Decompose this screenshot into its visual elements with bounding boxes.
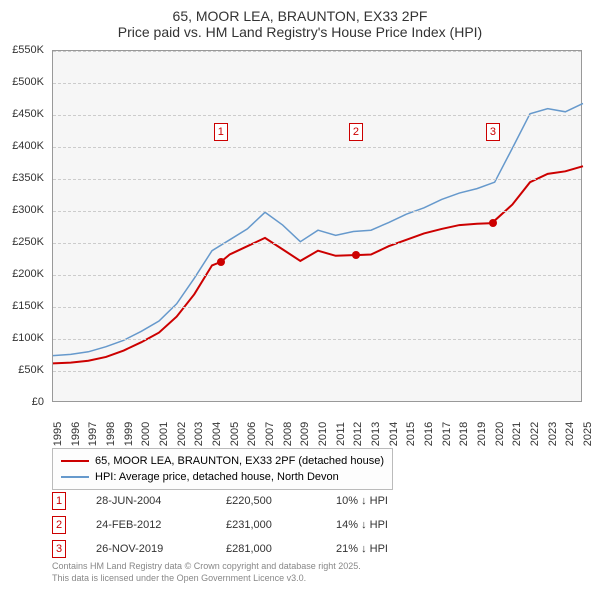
sale-number-badge: 1 <box>52 492 66 510</box>
gridline <box>53 307 581 308</box>
x-tick-label: 2010 <box>317 422 329 446</box>
x-tick-label: 2020 <box>494 422 506 446</box>
x-tick-label: 1999 <box>123 422 135 446</box>
sale-diff: 21% ↓ HPI <box>336 543 436 555</box>
plot-area: 1 2 3 <box>52 50 582 402</box>
sale-marker: 3 <box>486 123 500 141</box>
gridline <box>53 179 581 180</box>
y-tick-label: £550K <box>12 44 44 56</box>
x-axis: 1995 1996 1997 1998 1999 2000 2001 2002 2003 2004… <box>52 404 582 444</box>
attribution-line2: This data is licensed under the Open Gov… <box>52 572 361 584</box>
sale-price: £231,000 <box>226 519 306 531</box>
series-line <box>53 103 583 355</box>
x-tick-label: 1998 <box>105 422 117 446</box>
legend-item: 65, MOOR LEA, BRAUNTON, EX33 2PF (detach… <box>61 453 384 469</box>
x-tick-label: 2014 <box>388 422 400 446</box>
y-tick-label: £0 <box>32 396 44 408</box>
x-tick-label: 2018 <box>458 422 470 446</box>
sale-date: 28-JUN-2004 <box>96 495 196 507</box>
gridline <box>53 243 581 244</box>
sale-price: £281,000 <box>226 543 306 555</box>
y-tick-label: £450K <box>12 108 44 120</box>
sale-price: £220,500 <box>226 495 306 507</box>
x-tick-label: 2022 <box>529 422 541 446</box>
x-tick-label: 2011 <box>335 422 347 446</box>
x-tick-label: 2007 <box>264 422 276 446</box>
y-tick-label: £200K <box>12 268 44 280</box>
x-tick-label: 2021 <box>511 422 523 446</box>
legend-label: 65, MOOR LEA, BRAUNTON, EX33 2PF (detach… <box>95 453 384 469</box>
x-tick-label: 2000 <box>140 422 152 446</box>
legend-label: HPI: Average price, detached house, Nort… <box>95 469 339 485</box>
sale-number-badge: 2 <box>52 516 66 534</box>
sale-point <box>217 258 225 266</box>
sale-number-badge: 3 <box>52 540 66 558</box>
legend: 65, MOOR LEA, BRAUNTON, EX33 2PF (detach… <box>52 448 393 490</box>
chart-container: 65, MOOR LEA, BRAUNTON, EX33 2PF Price p… <box>0 0 600 590</box>
x-tick-label: 2017 <box>441 422 453 446</box>
sale-point <box>489 219 497 227</box>
sales-row: 2 24-FEB-2012 £231,000 14% ↓ HPI <box>52 516 436 534</box>
sale-point <box>352 251 360 259</box>
x-tick-label: 2013 <box>370 422 382 446</box>
attribution: Contains HM Land Registry data © Crown c… <box>52 560 361 584</box>
x-tick-label: 2016 <box>423 422 435 446</box>
x-tick-label: 2004 <box>211 422 223 446</box>
series-line <box>53 166 583 363</box>
x-tick-label: 2001 <box>158 422 170 446</box>
x-tick-label: 2015 <box>405 422 417 446</box>
x-tick-label: 2024 <box>564 422 576 446</box>
x-tick-label: 1997 <box>87 422 99 446</box>
x-tick-label: 2019 <box>476 422 488 446</box>
legend-swatch <box>61 460 89 462</box>
gridline <box>53 339 581 340</box>
chart-svg <box>53 51 581 401</box>
y-tick-label: £400K <box>12 140 44 152</box>
sale-diff: 10% ↓ HPI <box>336 495 436 507</box>
x-tick-label: 1995 <box>52 422 64 446</box>
gridline <box>53 275 581 276</box>
sales-table: 1 28-JUN-2004 £220,500 10% ↓ HPI 2 24-FEB-201… <box>52 492 436 564</box>
x-tick-label: 2008 <box>282 422 294 446</box>
y-tick-label: £150K <box>12 300 44 312</box>
sale-diff: 14% ↓ HPI <box>336 519 436 531</box>
y-tick-label: £500K <box>12 76 44 88</box>
x-tick-label: 1996 <box>70 422 82 446</box>
x-tick-label: 2003 <box>193 422 205 446</box>
x-tick-label: 2025 <box>582 422 594 446</box>
sale-marker: 2 <box>349 123 363 141</box>
legend-swatch <box>61 476 89 478</box>
x-tick-label: 2023 <box>547 422 559 446</box>
y-tick-label: £50K <box>18 364 44 376</box>
gridline <box>53 371 581 372</box>
title-block: 65, MOOR LEA, BRAUNTON, EX33 2PF Price p… <box>0 0 600 44</box>
y-tick-label: £100K <box>12 332 44 344</box>
sale-date: 24-FEB-2012 <box>96 519 196 531</box>
gridline <box>53 115 581 116</box>
gridline <box>53 83 581 84</box>
x-tick-label: 2009 <box>299 422 311 446</box>
sale-date: 26-NOV-2019 <box>96 543 196 555</box>
x-tick-label: 2006 <box>246 422 258 446</box>
gridline <box>53 51 581 52</box>
sales-row: 1 28-JUN-2004 £220,500 10% ↓ HPI <box>52 492 436 510</box>
sales-row: 3 26-NOV-2019 £281,000 21% ↓ HPI <box>52 540 436 558</box>
gridline <box>53 211 581 212</box>
gridline <box>53 147 581 148</box>
title-line2: Price paid vs. HM Land Registry's House … <box>0 24 600 40</box>
y-tick-label: £250K <box>12 236 44 248</box>
sale-marker: 1 <box>214 123 228 141</box>
title-line1: 65, MOOR LEA, BRAUNTON, EX33 2PF <box>0 8 600 24</box>
x-tick-label: 2012 <box>352 422 364 446</box>
attribution-line1: Contains HM Land Registry data © Crown c… <box>52 560 361 572</box>
x-tick-label: 2002 <box>176 422 188 446</box>
y-tick-label: £350K <box>12 172 44 184</box>
legend-item: HPI: Average price, detached house, Nort… <box>61 469 384 485</box>
x-tick-label: 2005 <box>229 422 241 446</box>
y-axis: £0£50K£100K£150K£200K£250K£300K£350K£400… <box>0 50 48 402</box>
y-tick-label: £300K <box>12 204 44 216</box>
